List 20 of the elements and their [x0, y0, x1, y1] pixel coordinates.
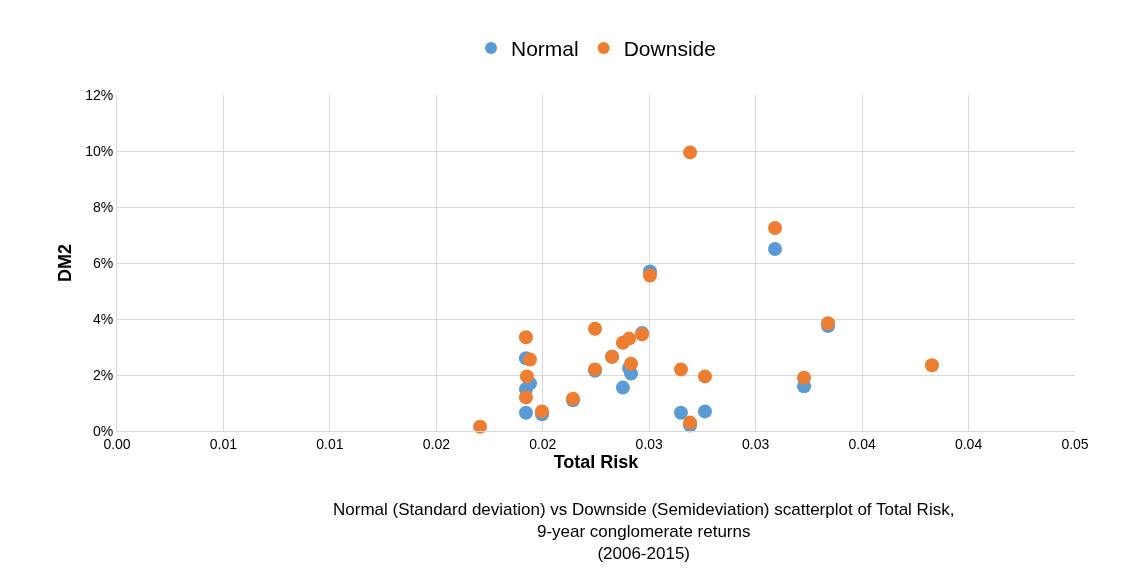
y-tick-label: 12% [85, 86, 114, 103]
x-tick-label: 0.02 [529, 435, 557, 452]
y-tick-label: 10% [85, 142, 114, 159]
x-tick-label: 0.04 [848, 435, 876, 452]
x-tick-label: 0.01 [316, 435, 344, 452]
y-tick-label: 8% [92, 198, 114, 215]
legend-label: Normal [511, 37, 579, 61]
x-tick-label: 0.02 [422, 435, 451, 452]
y-axis-title: DM2 [55, 243, 75, 283]
legend-label: Downside [623, 37, 716, 61]
x-axis-title: Total Risk [553, 451, 640, 472]
y-tick-label: 6% [92, 254, 114, 271]
y-tick-label: 4% [92, 310, 114, 327]
text: Normal (Standard deviation) vs Downside (Semideviation) scatterplot of Total Risk, 9-year conglomerate returns (2006-2015) [333, 500, 955, 564]
x-tick-label: 0.03 [742, 435, 770, 452]
y-tick-label: 2% [92, 366, 114, 383]
x-tick-label: 0.05 [1061, 435, 1089, 452]
x-tick-label: 0.04 [954, 435, 983, 452]
x-tick-label: 0.01 [209, 435, 238, 452]
x-tick-label: 0.03 [635, 435, 664, 452]
